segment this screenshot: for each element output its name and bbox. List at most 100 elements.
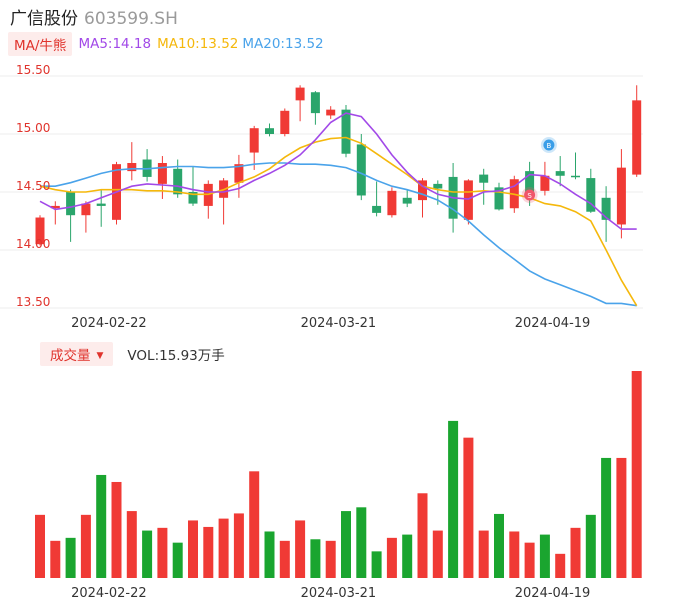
candle-body (494, 187, 504, 210)
candle-body (326, 109, 336, 116)
volume-legend: 成交量 ▼ VOL:15.93万手 (40, 342, 225, 366)
candle-body (616, 167, 626, 225)
stock-name: 广信股份 (10, 9, 78, 29)
volume-bar (218, 518, 229, 578)
buy-signal-icon (543, 139, 555, 151)
price-tick-label: 13.50 (16, 295, 50, 309)
ma20-line (40, 162, 637, 307)
volume-bar (570, 527, 581, 578)
price-tick-label: 14.50 (16, 179, 50, 193)
volume-selector[interactable]: 成交量 ▼ (40, 342, 114, 366)
candlestick-series (35, 85, 642, 246)
candle-body (295, 87, 305, 101)
candle-body (601, 197, 611, 220)
volume-bar (494, 513, 504, 578)
volume-bar (616, 457, 627, 578)
buy-signal-label: B (546, 142, 551, 150)
ma5-line (39, 112, 637, 230)
candle-body (387, 190, 397, 216)
candle-body (50, 205, 60, 209)
candle-body (586, 178, 596, 212)
candle-body (525, 171, 535, 195)
volume-bar (356, 507, 367, 578)
volume-date-tick-label: 2024-02-22 (71, 586, 147, 601)
candle-body (265, 128, 274, 134)
candle-body (555, 171, 565, 176)
ma5-value: MA5:14.18 (78, 36, 152, 52)
candle-body (571, 175, 580, 178)
volume-bar (111, 481, 122, 578)
volume-bar (80, 514, 91, 578)
volume-bar (402, 534, 413, 578)
candle-body (234, 164, 244, 183)
indicator-selector[interactable]: MA/牛熊 (8, 32, 73, 56)
candle-body (402, 197, 412, 204)
sell-signal-icon (524, 189, 536, 201)
price-tick-label: 15.00 (16, 121, 50, 135)
volume-bar (50, 540, 61, 578)
candle-body (632, 100, 642, 175)
volume-series (35, 371, 642, 578)
candle-body (540, 175, 550, 191)
price-tick-label: 15.50 (16, 63, 50, 77)
volume-bar (65, 537, 76, 578)
ma10-line (39, 136, 638, 307)
candle-body (188, 192, 198, 204)
volume-value: VOL:15.93万手 (127, 348, 225, 364)
candle-body (173, 168, 183, 195)
volume-bar (142, 530, 153, 578)
stock-title: 广信股份 603599.SH (10, 4, 178, 29)
volume-bar (463, 437, 474, 578)
volume-bar (448, 420, 459, 578)
volume-bar (432, 530, 443, 578)
volume-bar (631, 371, 642, 578)
volume-bar (341, 511, 351, 578)
volume-bar (386, 537, 397, 578)
ma10-value: MA10:13.52 (157, 36, 239, 52)
signal-markers: BS (521, 137, 557, 203)
sell-signal-label: S (527, 192, 532, 200)
candle-body (127, 163, 137, 172)
ma20-value: MA20:13.52 (242, 36, 324, 52)
volume-bar (417, 493, 428, 578)
ma-legend: MA/牛熊 MA5:14.18 MA10:13.52 MA20:13.52 (8, 32, 324, 56)
volume-date-tick-label: 2024-04-19 (515, 586, 591, 601)
volume-bar (249, 471, 260, 578)
candle-body (341, 109, 351, 154)
date-tick-label: 2024-02-22 (71, 316, 147, 331)
price-axis: 15.50 15.00 14.50 14.00 13.50 (16, 63, 50, 309)
candle-body (96, 203, 106, 206)
volume-bar (157, 527, 168, 578)
volume-bar (325, 540, 336, 578)
volume-bar (188, 520, 198, 578)
volume-date-tick-label: 2024-03-21 (301, 586, 377, 601)
price-grid (0, 75, 643, 309)
candle-body (310, 92, 320, 114)
volume-bar (172, 542, 183, 578)
candle-body (356, 144, 366, 196)
candle-body (372, 205, 382, 213)
volume-bar (126, 511, 137, 578)
volume-bar (310, 539, 321, 578)
volume-bar (264, 531, 275, 578)
candle-body (157, 163, 167, 184)
volume-bar (524, 542, 535, 578)
volume-bar (233, 513, 244, 578)
date-tick-label: 2024-04-19 (515, 316, 591, 331)
stock-code: 603599.SH (84, 9, 178, 29)
volume-selector-label: 成交量 (50, 348, 91, 364)
price-tick-label: 14.00 (16, 237, 50, 251)
volume-bar (295, 520, 306, 578)
candle-body (81, 203, 91, 216)
candle-body (66, 192, 76, 216)
volume-bar (539, 534, 550, 578)
volume-bar (585, 514, 596, 578)
candle-body (433, 183, 443, 189)
volume-bar (35, 514, 45, 578)
candle-body (418, 180, 427, 201)
volume-bar (509, 531, 520, 578)
date-axis: 2024-02-22 2024-03-21 2024-04-19 (71, 316, 590, 331)
volume-bar (601, 457, 612, 578)
candle-body (479, 174, 489, 183)
